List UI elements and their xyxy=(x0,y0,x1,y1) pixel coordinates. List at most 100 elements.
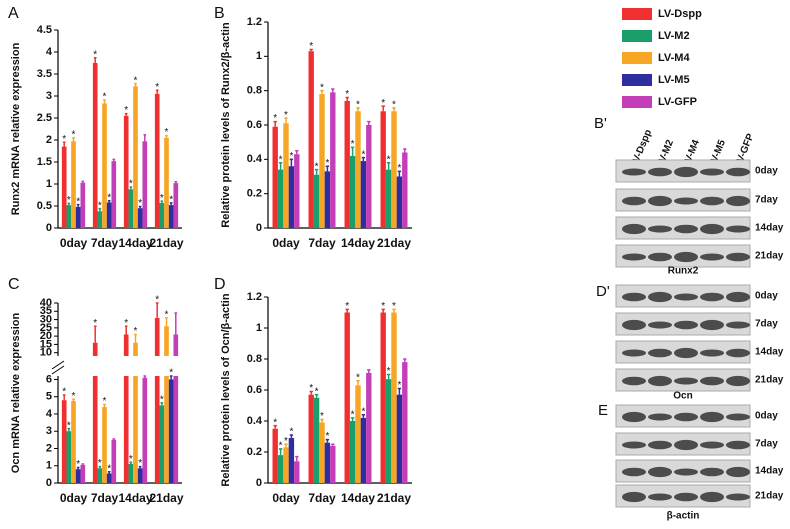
error-bar xyxy=(284,443,288,448)
blot-band xyxy=(726,348,750,358)
error-bar xyxy=(392,308,396,313)
blot-band xyxy=(648,440,672,450)
error-bar xyxy=(134,333,137,343)
bar xyxy=(391,111,397,228)
blot-band xyxy=(726,321,750,329)
error-bar xyxy=(289,434,294,439)
blot-band xyxy=(726,252,750,262)
blot-row-label: 0day xyxy=(755,411,778,422)
blot-band xyxy=(622,491,646,503)
blot-band xyxy=(726,440,750,450)
error-bar xyxy=(76,203,80,207)
blot-row-label: 7day xyxy=(755,439,778,450)
blot-row-label: 14day xyxy=(755,223,784,234)
blot-caption: β-actin xyxy=(667,511,700,522)
bar xyxy=(123,115,129,228)
error-bar xyxy=(62,141,66,147)
significance-marker: * xyxy=(67,420,71,431)
blot-panel-label: B' xyxy=(594,115,607,132)
bar xyxy=(123,334,129,356)
error-bar xyxy=(392,107,396,112)
y-tick-label: 4 xyxy=(46,408,53,420)
significance-marker: * xyxy=(356,372,360,383)
y-tick-label: 15 xyxy=(40,338,52,350)
significance-marker: * xyxy=(309,383,313,394)
blot-band xyxy=(648,413,672,421)
blot-band xyxy=(622,467,646,477)
x-tick-label: 7day xyxy=(308,236,336,250)
blot-band xyxy=(674,377,698,385)
blot-band xyxy=(674,166,698,178)
blot-band xyxy=(648,167,672,177)
bar xyxy=(106,473,112,483)
error-bar xyxy=(367,120,371,125)
legend-label: LV-GFP xyxy=(658,96,697,108)
bar xyxy=(308,394,314,483)
significance-marker: * xyxy=(98,458,102,469)
error-bar xyxy=(350,417,355,421)
bar xyxy=(402,152,408,228)
y-tick-label: 5 xyxy=(46,391,52,403)
significance-marker: * xyxy=(62,387,66,398)
error-bar xyxy=(112,438,116,440)
y-tick-label: 4 xyxy=(46,46,53,58)
blot-band xyxy=(674,293,698,301)
bar xyxy=(102,103,107,228)
blot-band xyxy=(622,168,646,176)
significance-marker: * xyxy=(155,82,159,93)
significance-marker: * xyxy=(72,391,76,402)
significance-marker: * xyxy=(325,158,329,169)
significance-marker: * xyxy=(169,195,173,206)
blot-band xyxy=(648,493,672,501)
blot-band xyxy=(674,468,698,476)
blot-row-label: 21day xyxy=(755,251,784,262)
blot-band xyxy=(726,413,750,421)
blot-band xyxy=(700,319,724,331)
blot-band xyxy=(700,411,724,423)
x-tick-label: 0day xyxy=(272,236,300,250)
error-bar xyxy=(284,117,288,124)
blot-band xyxy=(622,441,646,449)
blot-band xyxy=(648,252,672,262)
blot-band xyxy=(674,320,698,330)
bar xyxy=(288,166,295,228)
y-tick-label: 0.6 xyxy=(247,119,262,131)
bar xyxy=(128,189,134,228)
bar xyxy=(102,407,107,483)
blot-caption: Runx2 xyxy=(668,266,699,277)
error-bar xyxy=(124,112,128,116)
legend-label: LV-M5 xyxy=(658,74,690,86)
blot-band xyxy=(726,167,750,177)
y-tick-label: 1 xyxy=(256,322,262,334)
error-bar xyxy=(309,48,313,52)
error-bar xyxy=(138,205,142,209)
bar xyxy=(288,438,295,483)
error-bar xyxy=(345,308,349,313)
blot-band xyxy=(726,225,750,233)
y-tick-label: 20 xyxy=(40,330,52,342)
blot-caption: Ocn xyxy=(673,391,692,402)
bar xyxy=(111,439,117,483)
significance-marker: * xyxy=(165,310,169,321)
bar xyxy=(283,123,289,228)
bar xyxy=(159,202,165,228)
x-tick-label: 7day xyxy=(91,491,119,505)
blot-band xyxy=(622,223,646,235)
bar xyxy=(402,362,408,483)
bar xyxy=(313,174,320,228)
error-bar xyxy=(325,438,330,443)
error-bar xyxy=(174,312,178,335)
error-bar xyxy=(386,162,391,170)
blot-band xyxy=(674,347,698,359)
error-bar xyxy=(81,180,85,183)
blot-band xyxy=(674,412,698,422)
x-tick-label: 14day xyxy=(118,491,152,505)
significance-marker: * xyxy=(138,198,142,209)
legend-swatch xyxy=(622,30,652,42)
x-tick-label: 0day xyxy=(272,491,300,505)
bar xyxy=(319,422,325,483)
panel-label: A xyxy=(8,5,19,22)
blot-band xyxy=(674,197,698,205)
error-bar xyxy=(107,199,111,203)
